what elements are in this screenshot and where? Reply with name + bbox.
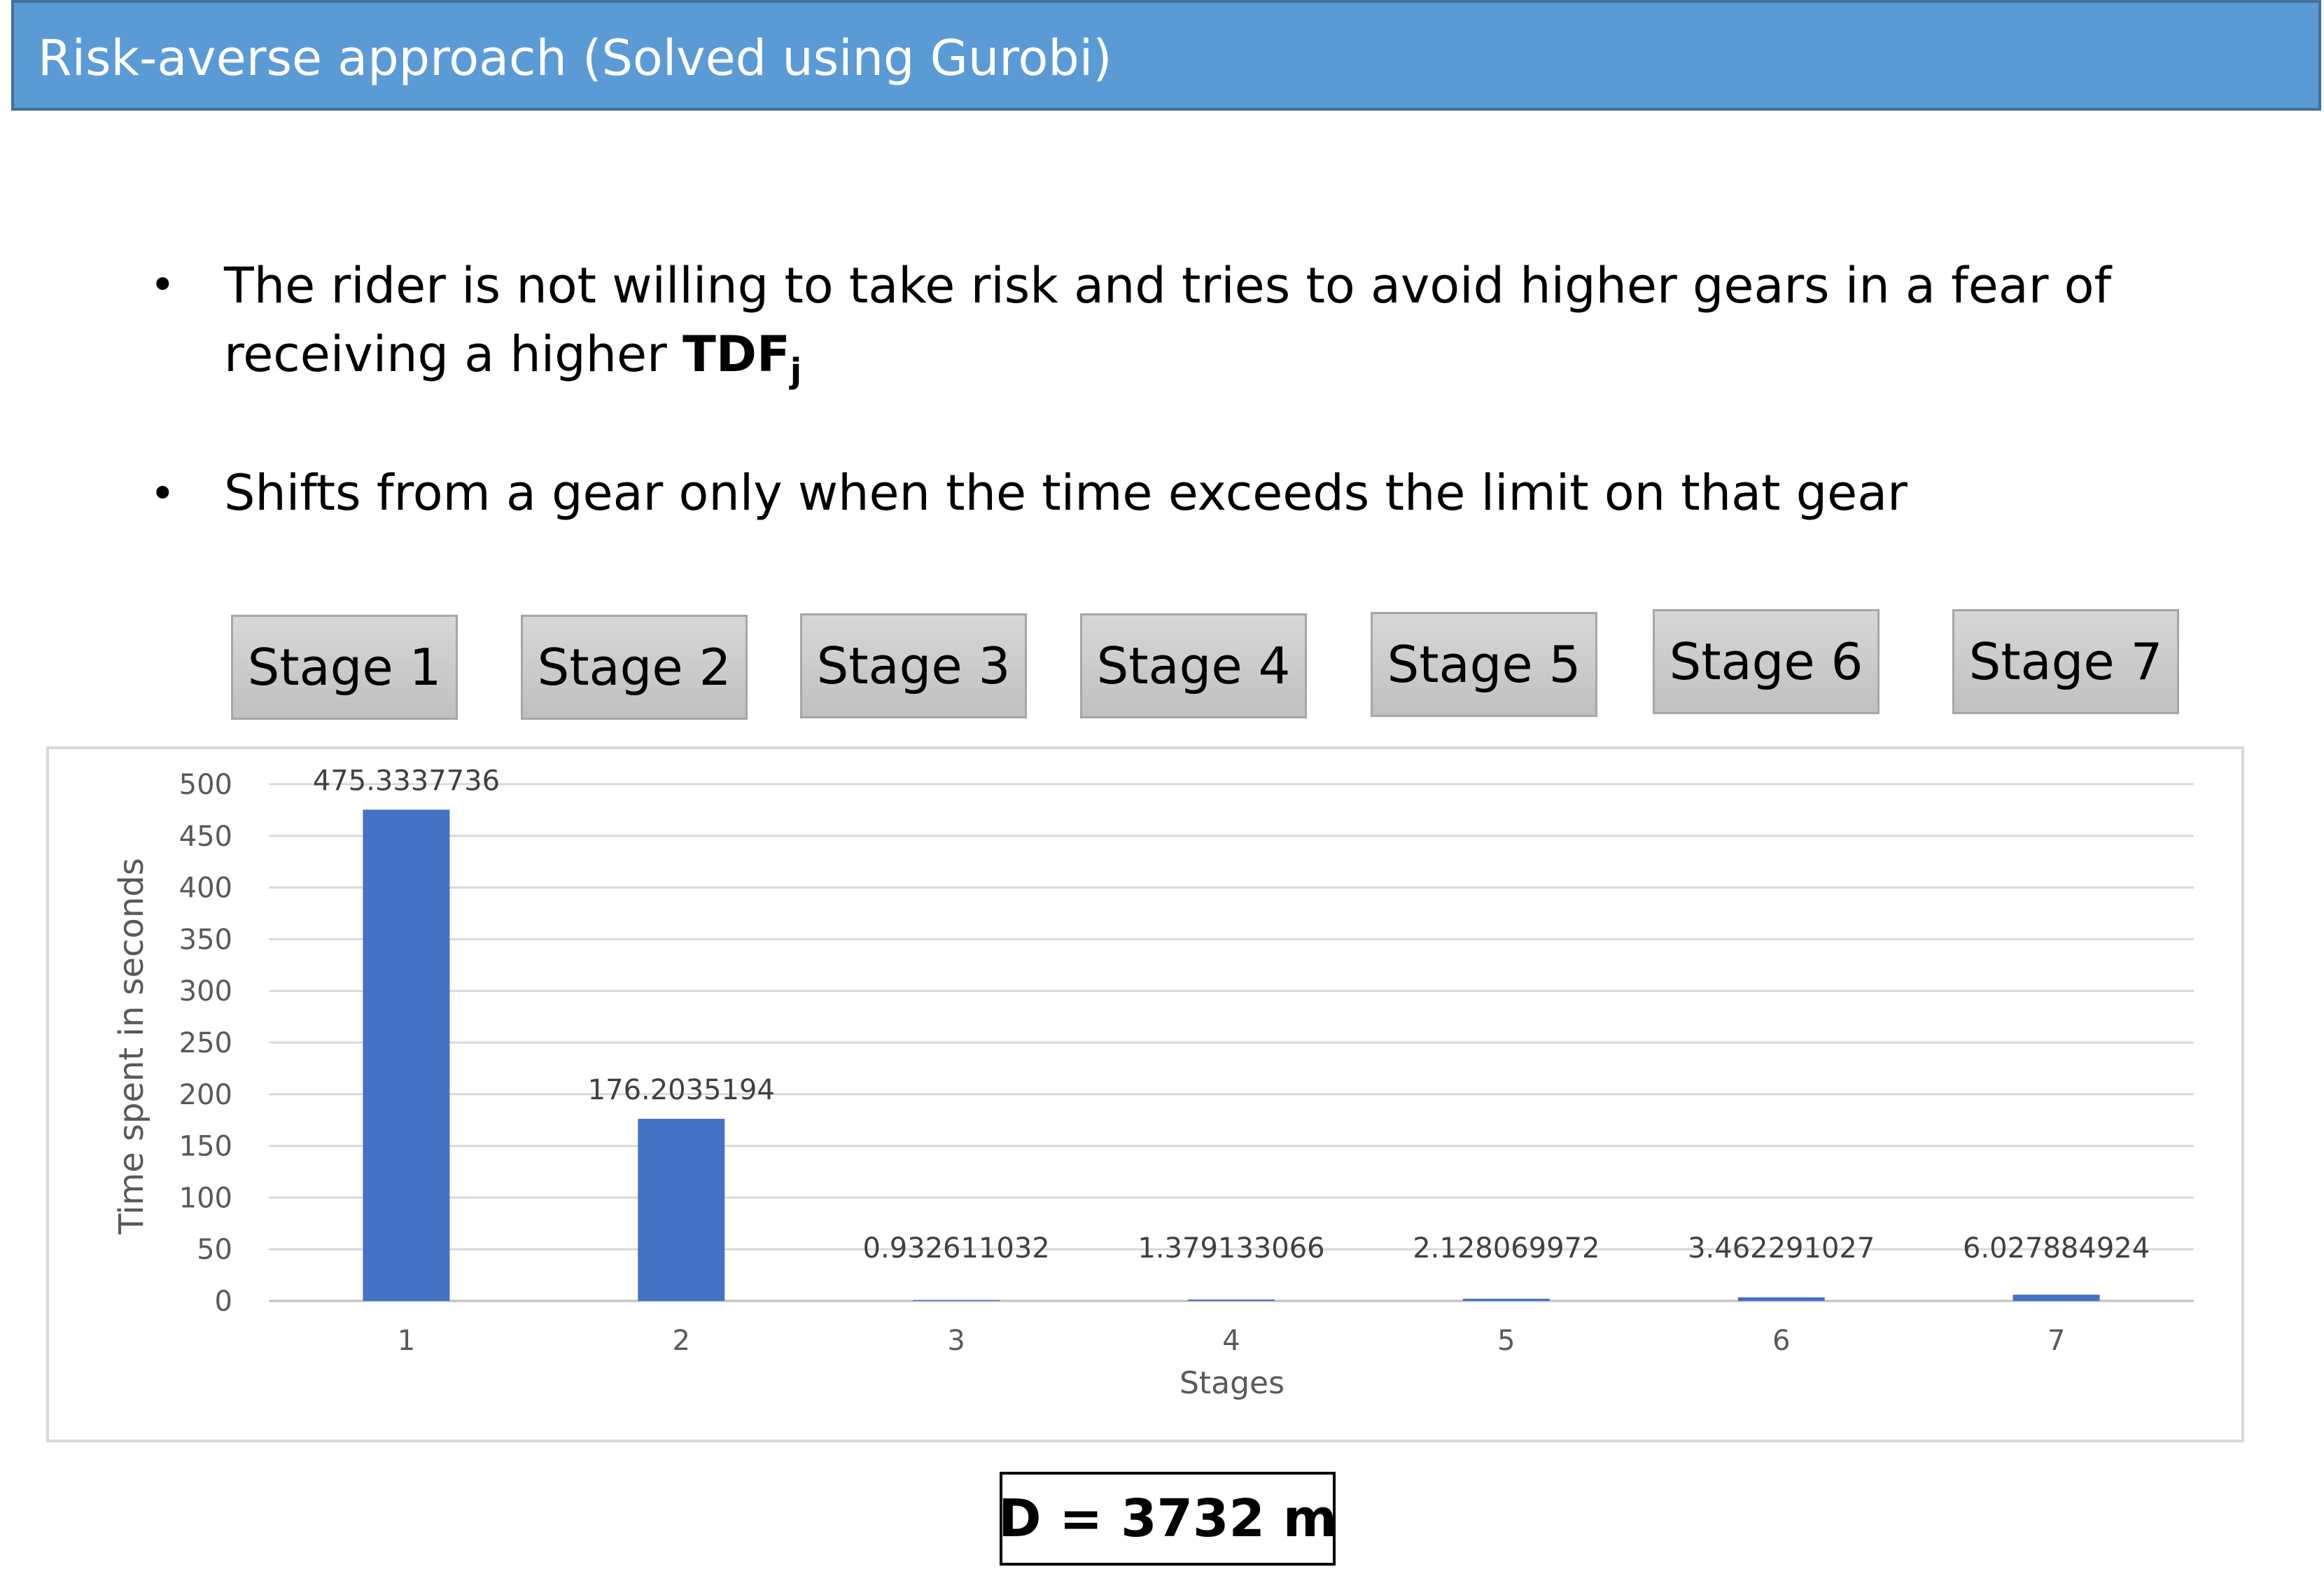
x-tick-labels: 1 2 3 4 5 6 7 (398, 1325, 2066, 1357)
bullet-1-text: The rider is not willing to take risk an… (224, 257, 2112, 314)
bullet-2-text: Shifts from a gear only when the time ex… (224, 464, 1907, 522)
bullet-1-line-2: receiving a higher TDFj (224, 319, 802, 406)
data-label: 6.027884924 (1963, 1232, 2150, 1265)
data-label: 3.462291027 (1688, 1232, 1875, 1265)
y-tick-label: 200 (179, 1079, 232, 1111)
x-tick-label: 1 (398, 1325, 415, 1357)
x-tick-label: 5 (1497, 1325, 1515, 1357)
y-tick-label: 100 (179, 1182, 232, 1214)
bars (363, 809, 2100, 1301)
y-tick-label: 300 (179, 975, 232, 1008)
x-tick-label: 4 (1222, 1325, 1240, 1357)
y-tick-label: 350 (179, 924, 232, 956)
x-tick-label: 3 (947, 1325, 965, 1357)
y-tick-label: 450 (179, 821, 232, 853)
bar (638, 1118, 725, 1301)
stage-box-3: Stage 3 (800, 613, 1027, 718)
bar (1737, 1297, 1825, 1301)
bullet-1-line-1: The rider is not willing to take risk an… (224, 251, 2111, 321)
distance-box: D = 3732 m (998, 1472, 1337, 1566)
x-tick-label: 6 (1772, 1325, 1790, 1357)
bullet-dot-2: • (150, 468, 176, 519)
x-tick-label: 7 (2047, 1325, 2065, 1357)
bullet-2: Shifts from a gear only when the time ex… (224, 458, 1907, 528)
bullet-1-text-2: receiving a higher (224, 326, 667, 383)
data-label: 475.3337736 (313, 765, 500, 797)
header-bar: Risk-averse approach (Solved using Gurob… (11, 0, 2321, 111)
stage-box-2: Stage 2 (521, 615, 748, 720)
bar (2012, 1295, 2100, 1301)
tdf-subscript: j (790, 351, 802, 391)
y-tick-label: 50 (197, 1234, 232, 1266)
bar-chart: 0 50 100 150 200 250 300 350 400 450 500 475.33377… (112, 765, 2194, 1401)
bullet-dot-1: • (150, 259, 176, 310)
data-label: 2.128069972 (1413, 1232, 1600, 1265)
gridlines (269, 783, 2194, 1302)
y-tick-label: 0 (215, 1286, 232, 1318)
x-tick-label: 2 (673, 1325, 690, 1357)
y-tick-label: 150 (179, 1131, 232, 1163)
data-label: 1.379133066 (1138, 1232, 1324, 1265)
y-tick-label: 250 (179, 1027, 232, 1059)
stage-box-1: Stage 1 (231, 615, 458, 720)
stage-box-7: Stage 7 (1952, 609, 2179, 714)
y-tick-label: 400 (179, 872, 232, 905)
tdf-term-text: TDF (682, 326, 790, 383)
tdf-term: TDFj (682, 326, 802, 391)
bar (1188, 1299, 1275, 1301)
y-tick-label: 500 (179, 769, 232, 801)
x-axis-title: Stages (1180, 1365, 1284, 1401)
stage-box-4: Stage 4 (1080, 613, 1307, 718)
bar (363, 809, 450, 1301)
data-label: 0.932611032 (863, 1232, 1050, 1265)
data-labels: 475.3337736 176.2035194 0.932611032 1.37913… (313, 765, 2150, 1265)
page-title: Risk-averse approach (Solved using Gurob… (38, 29, 1112, 87)
chart-frame: 0 50 100 150 200 250 300 350 400 450 500 475.33377… (46, 746, 2244, 1442)
stage-box-5: Stage 5 (1371, 612, 1597, 717)
data-label: 176.2035194 (588, 1074, 775, 1106)
bar (913, 1300, 1000, 1301)
stage-box-6: Stage 6 (1653, 609, 1879, 714)
bar (1462, 1298, 1550, 1301)
y-tick-labels: 0 50 100 150 200 250 300 350 400 450 500 (179, 769, 232, 1318)
y-axis-title: Time spent in seconds (112, 858, 151, 1234)
